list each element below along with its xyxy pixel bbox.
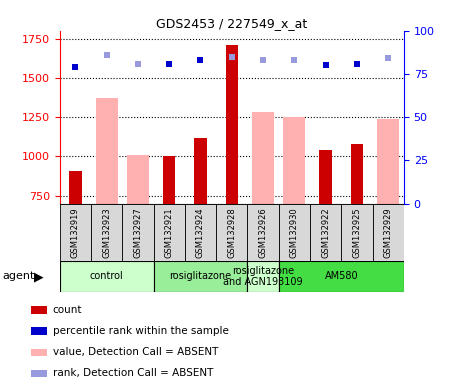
Bar	[31, 328, 47, 335]
Text: GSM132926: GSM132926	[258, 207, 268, 258]
Bar	[31, 370, 47, 377]
FancyBboxPatch shape	[60, 261, 154, 292]
Bar	[127, 155, 149, 204]
FancyBboxPatch shape	[60, 204, 91, 261]
Bar	[95, 98, 118, 204]
Text: GSM132923: GSM132923	[102, 207, 111, 258]
Title: GDS2453 / 227549_x_at: GDS2453 / 227549_x_at	[156, 17, 308, 30]
Text: GSM132930: GSM132930	[290, 207, 299, 258]
Bar	[319, 150, 332, 204]
FancyBboxPatch shape	[247, 204, 279, 261]
FancyBboxPatch shape	[216, 204, 247, 261]
Bar	[194, 137, 207, 204]
Text: rosiglitazone
and AGN193109: rosiglitazone and AGN193109	[223, 266, 303, 287]
Bar	[225, 45, 238, 204]
Bar	[351, 144, 363, 204]
FancyBboxPatch shape	[373, 204, 404, 261]
Text: GSM132919: GSM132919	[71, 207, 80, 258]
Text: GSM132925: GSM132925	[353, 207, 362, 258]
Text: GSM132921: GSM132921	[165, 207, 174, 258]
Bar	[163, 156, 175, 204]
FancyBboxPatch shape	[154, 261, 247, 292]
Bar	[377, 119, 399, 204]
Text: ▶: ▶	[34, 270, 44, 283]
Text: rank, Detection Call = ABSENT: rank, Detection Call = ABSENT	[52, 368, 213, 379]
Bar	[31, 306, 47, 314]
Bar	[284, 117, 305, 204]
Bar	[252, 112, 274, 204]
FancyBboxPatch shape	[247, 261, 279, 292]
FancyBboxPatch shape	[154, 204, 185, 261]
FancyBboxPatch shape	[341, 204, 373, 261]
Text: GSM132927: GSM132927	[134, 207, 142, 258]
Bar	[69, 170, 82, 204]
Text: GSM132924: GSM132924	[196, 207, 205, 258]
Text: count: count	[52, 305, 82, 315]
Text: GSM132928: GSM132928	[227, 207, 236, 258]
Text: agent: agent	[2, 271, 35, 281]
FancyBboxPatch shape	[279, 261, 404, 292]
Text: value, Detection Call = ABSENT: value, Detection Call = ABSENT	[52, 347, 218, 358]
Text: rosiglitazone: rosiglitazone	[169, 271, 231, 281]
Text: control: control	[90, 271, 123, 281]
Text: GSM132929: GSM132929	[384, 207, 393, 258]
FancyBboxPatch shape	[122, 204, 154, 261]
FancyBboxPatch shape	[279, 204, 310, 261]
Text: percentile rank within the sample: percentile rank within the sample	[52, 326, 229, 336]
Bar	[31, 349, 47, 356]
Text: AM580: AM580	[325, 271, 358, 281]
FancyBboxPatch shape	[91, 204, 122, 261]
FancyBboxPatch shape	[185, 204, 216, 261]
Text: GSM132922: GSM132922	[321, 207, 330, 258]
FancyBboxPatch shape	[310, 204, 341, 261]
